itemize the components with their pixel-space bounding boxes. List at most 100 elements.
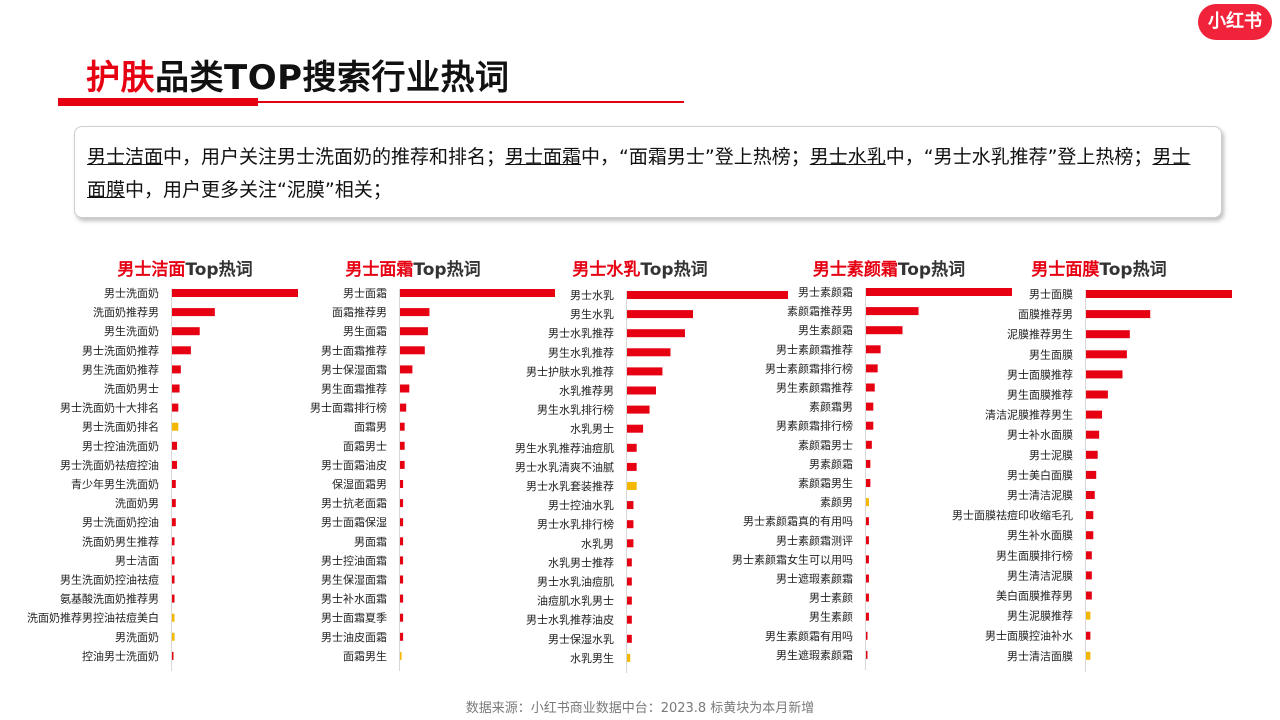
bar	[172, 651, 174, 660]
bar	[172, 518, 176, 527]
category-label: 男士素颜霜推荐	[776, 342, 853, 356]
bar	[172, 289, 298, 297]
bar	[627, 329, 685, 338]
bar-new-entry	[172, 613, 175, 622]
title-underline-accent	[58, 98, 258, 106]
bar	[1086, 390, 1108, 399]
bar	[400, 460, 405, 469]
category-label: 男生面霜	[343, 324, 387, 338]
category-label: 男士洗面奶	[104, 286, 159, 300]
bar-new-entry	[1086, 611, 1091, 620]
bar	[1086, 511, 1094, 520]
bar	[866, 593, 869, 602]
category-label: 男士水乳清爽不油腻	[515, 460, 614, 474]
chart-title-highlight: 男士素颜霜	[813, 259, 898, 280]
bar	[627, 596, 632, 605]
data-source-note: 数据来源：小红书商业数据中台：2023.8 标黄块为本月新增	[465, 701, 815, 716]
category-label: 男士洁面	[115, 554, 159, 567]
category-label: 素颜霜男生	[798, 476, 853, 490]
bar	[866, 288, 1012, 296]
category-label: 男士保湿水乳	[548, 632, 614, 646]
bar	[1086, 470, 1097, 479]
category-label: 男士泥膜	[1029, 449, 1073, 462]
category-label: 男士素颜霜测评	[776, 534, 853, 547]
bar-new-entry	[627, 653, 631, 662]
category-label: 男士面膜控油补水	[985, 629, 1073, 643]
category-label: 男士水乳排行榜	[537, 517, 614, 531]
bar	[627, 405, 650, 414]
bar	[400, 327, 428, 336]
bar	[400, 403, 407, 412]
chart-title: 男士水乳Top热词	[572, 259, 707, 280]
xiaohongshu-logo: 小红书	[1198, 4, 1272, 40]
category-label: 男士控油面霜	[321, 553, 387, 567]
summary-category-1: 男士洁面	[87, 146, 164, 168]
category-label: 男士洗面奶祛痘控油	[60, 458, 159, 472]
category-label: 男士素颜霜真的有用吗	[743, 514, 853, 528]
bar	[866, 402, 874, 411]
category-label: 男洗面奶	[115, 630, 159, 644]
category-label: 男士水乳套装推荐	[526, 479, 614, 493]
summary-box: 男士洁面中，用户关注男士洗面奶的推荐和排名；男士面霜中，“面霜男士”登上热榜；男…	[74, 126, 1222, 218]
bar	[627, 634, 632, 643]
title-underline	[58, 101, 684, 103]
category-label: 男士素颜霜	[798, 286, 853, 299]
chart-3: 男士水乳Top热词男士水乳男生水乳男士水乳推荐男生水乳推荐男士护肤水乳推荐水乳推…	[515, 259, 788, 673]
chart-title: 男士洁面Top热词	[117, 259, 252, 280]
category-label: 男士水乳推荐	[548, 326, 614, 340]
category-label: 男生水乳排行榜	[537, 403, 614, 417]
category-label: 男士补水面霜	[321, 593, 387, 606]
bar	[172, 441, 178, 450]
category-label: 男士面膜祛痘印收缩毛孔	[952, 508, 1073, 522]
bar	[172, 327, 200, 336]
category-label: 男士洗面奶推荐	[82, 343, 159, 357]
bar	[866, 440, 872, 449]
category-label: 男素颜霜	[809, 458, 853, 471]
bar	[866, 574, 869, 583]
bar	[400, 384, 410, 393]
summary-text-2: 中，“面霜男士”登上热榜；	[581, 146, 810, 168]
category-label: 男士油皮面霜	[321, 630, 387, 644]
category-label: 男士洗面奶控油	[82, 515, 159, 529]
bar	[1086, 591, 1092, 600]
category-label: 男生水乳推荐油痘肌	[515, 441, 614, 455]
category-label: 男生素颜霜推荐	[776, 381, 853, 395]
category-label: 油痘肌水乳男士	[537, 594, 614, 608]
bar	[400, 499, 404, 508]
bar	[627, 462, 637, 471]
bar	[400, 556, 404, 565]
category-label: 清洁泥膜推荐男生	[985, 408, 1073, 422]
category-label: 男士清洁泥膜	[1007, 489, 1073, 502]
bar	[172, 403, 179, 412]
bar	[627, 615, 632, 624]
bar	[627, 501, 634, 510]
chart-2: 男士面霜Top热词男士面霜面霜推荐男男生面霜男士面霜推荐男士保湿面霜男生面霜推荐…	[310, 259, 555, 671]
category-label: 男生素颜	[809, 610, 853, 624]
bar	[400, 480, 404, 488]
bar	[1086, 410, 1103, 419]
category-label: 洗面奶男士	[104, 382, 159, 396]
category-label: 男士面霜油皮	[321, 458, 387, 472]
bar	[866, 459, 871, 468]
category-label: 洗面奶男生推荐	[82, 534, 159, 548]
bar	[627, 348, 671, 357]
bar	[1086, 491, 1095, 499]
category-label: 泥膜推荐男生	[1007, 327, 1073, 341]
category-label: 男士控油洗面奶	[82, 439, 159, 453]
bar	[172, 575, 175, 584]
category-label: 男士清洁面膜	[1007, 650, 1073, 663]
bar	[627, 310, 694, 319]
summary-category-4: 男士面膜	[87, 146, 1191, 201]
category-label: 男士抗老面霜	[321, 496, 387, 510]
bar	[627, 520, 634, 529]
category-label: 面霜男	[354, 421, 387, 434]
bar	[172, 556, 175, 565]
category-label: 面霜男生	[343, 649, 387, 663]
bar	[172, 308, 215, 317]
category-label: 青少年男生洗面奶	[71, 477, 159, 491]
bar	[400, 537, 404, 546]
bar	[627, 424, 644, 433]
category-label: 男士面霜	[343, 287, 387, 300]
category-label: 氨基酸洗面奶推荐男	[60, 592, 159, 606]
bar-new-entry	[627, 482, 637, 490]
